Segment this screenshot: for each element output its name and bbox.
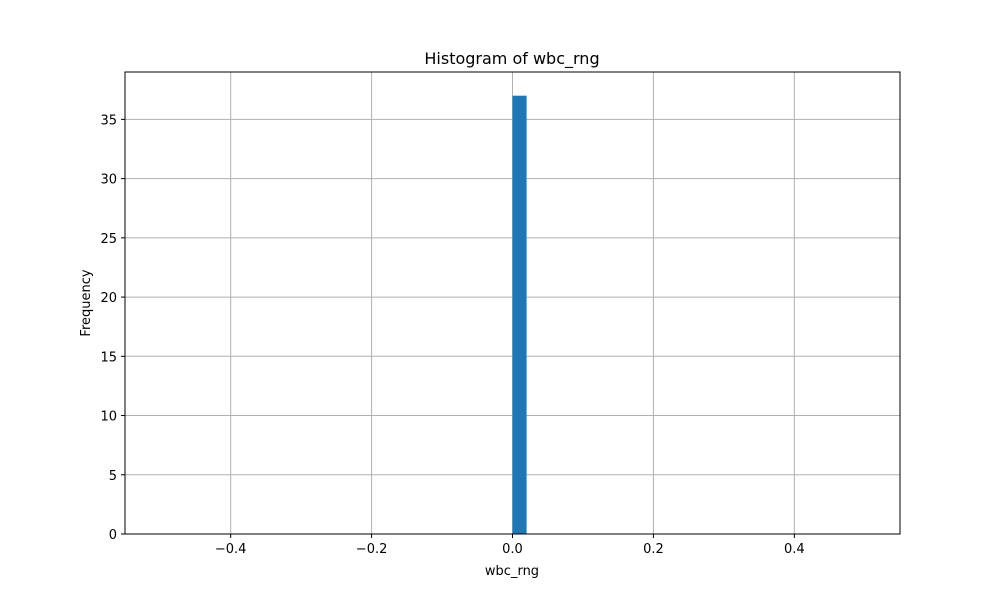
x-tick-label: −0.4 (215, 542, 247, 557)
x-tick-label: 0.2 (643, 542, 664, 557)
y-tick-label: 20 (100, 291, 117, 306)
y-tick-label: 15 (100, 350, 117, 365)
y-tick-label: 35 (100, 113, 117, 128)
chart-title: Histogram of wbc_rng (424, 49, 599, 69)
y-tick-label: 0 (109, 528, 117, 543)
histogram-bar (512, 95, 527, 534)
y-tick-label: 30 (100, 173, 117, 188)
tick-layer: −0.4 −0.2 0.0 0.2 0.4 0 5 10 15 20 25 30 35 (100, 113, 804, 557)
y-tick-label: 5 (109, 469, 117, 484)
y-tick-label: 10 (100, 410, 117, 425)
x-tick-label: 0.4 (784, 542, 805, 557)
x-tick-label: 0.0 (502, 542, 523, 557)
x-axis-label: wbc_rng (485, 564, 539, 579)
y-tick-label: 25 (100, 232, 117, 247)
x-tick-label: −0.2 (356, 542, 388, 557)
bar-layer (512, 95, 527, 534)
y-axis-label: Frequency (79, 269, 94, 336)
